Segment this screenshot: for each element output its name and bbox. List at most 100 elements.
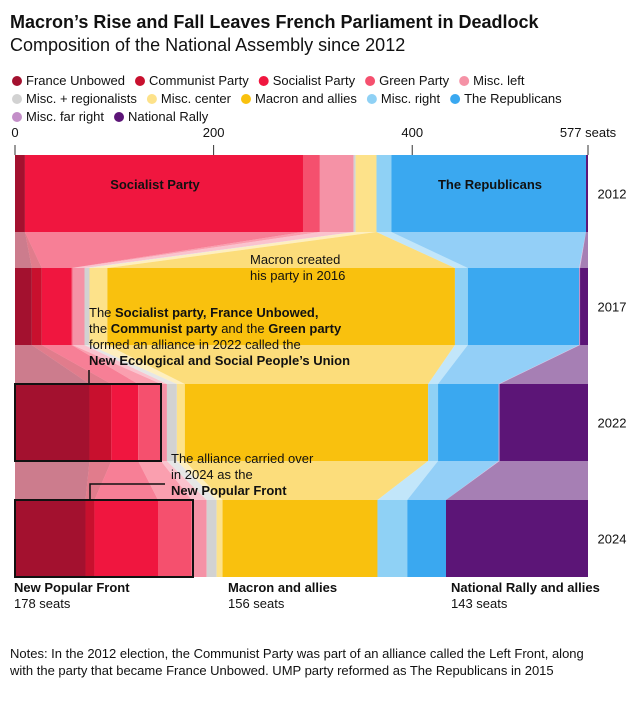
flow <box>84 232 356 268</box>
legend-swatch <box>114 112 125 122</box>
legend-label: France Unbowed <box>26 73 125 88</box>
flow <box>107 345 455 384</box>
bar-label: The Republicans <box>438 177 542 192</box>
bar-segment <box>160 384 167 461</box>
bar-segment <box>89 268 108 345</box>
annotation: New Ecological and Social People’s Union <box>89 353 350 368</box>
bar-segment <box>107 268 455 345</box>
flow <box>176 461 223 500</box>
flow <box>445 461 588 500</box>
flow <box>107 232 455 268</box>
bar-segment <box>176 384 185 461</box>
legend-swatch <box>240 94 251 104</box>
annotation: in 2024 as the <box>171 467 253 482</box>
group-label: National Rally and allies <box>451 580 600 595</box>
group-label: New Popular Front <box>14 580 130 595</box>
bar-segment <box>85 500 95 577</box>
flows <box>15 232 588 500</box>
legend-item: Misc. far right <box>12 109 104 124</box>
bar-segment <box>302 155 320 232</box>
bar-segment <box>72 268 85 345</box>
legend-swatch <box>459 76 470 86</box>
annotation: The alliance carried over <box>171 451 314 466</box>
legend-item: Misc. left <box>459 73 525 88</box>
bar-segment <box>15 155 25 232</box>
bar-segment <box>166 384 177 461</box>
x-tick-label: 200 <box>203 125 225 140</box>
footnote: Notes: In the 2012 election, the Communi… <box>10 646 584 661</box>
x-tick-label: 400 <box>401 125 423 140</box>
chart-title: Macron’s Rise and Fall Leaves French Par… <box>10 12 540 32</box>
bar-segment <box>376 155 392 232</box>
bar-segment <box>498 384 500 461</box>
annotation-part: Communist party <box>111 321 219 336</box>
bar-segment <box>158 500 192 577</box>
bar-segment <box>24 155 303 232</box>
bar-segment <box>467 268 580 345</box>
x-tick-label: 0 <box>11 125 18 140</box>
legend-label: Macron and allies <box>255 91 357 106</box>
group-label: 178 seats <box>14 596 71 611</box>
bar-segment <box>216 500 223 577</box>
footnote: with the party that became France Unbowe… <box>9 663 554 678</box>
legend-label: Misc. + regionalists <box>26 91 137 106</box>
bar-segment <box>499 384 588 461</box>
flow <box>15 461 90 500</box>
flow <box>184 461 429 500</box>
bar-segment <box>579 268 581 345</box>
legend-swatch <box>450 94 461 104</box>
bar-segment <box>15 384 90 461</box>
annotation-part: and the <box>218 321 269 336</box>
flow <box>94 461 159 500</box>
bar-segment <box>353 155 356 232</box>
flow <box>71 345 161 384</box>
bars: 2012 2017 2022 2024 <box>15 155 626 577</box>
flow <box>376 232 468 268</box>
flow <box>84 345 177 384</box>
annotation-part: The <box>89 305 115 320</box>
bar-segment <box>407 500 446 577</box>
legend-swatch <box>366 94 377 104</box>
bar-segment <box>138 384 161 461</box>
annotation-part: formed an alliance in 2022 called the <box>89 337 301 352</box>
legend-label: Misc. left <box>473 73 525 88</box>
highlight-box <box>14 383 162 462</box>
bar-segment <box>438 384 499 461</box>
legend-swatch <box>146 94 157 104</box>
bar-segment <box>191 500 207 577</box>
flow <box>391 232 587 268</box>
bar-segment <box>71 268 73 345</box>
legend-item: Communist Party <box>135 73 249 88</box>
bar-segment <box>428 384 439 461</box>
legend-item: Green Party <box>365 73 450 88</box>
flow <box>428 345 468 384</box>
legend-item: Misc. right <box>366 91 441 106</box>
legend-swatch <box>135 76 145 86</box>
legend-label: The Republicans <box>464 91 562 106</box>
legend-item: Misc. center <box>146 91 232 106</box>
annotation-part: New Ecological and Social People’s Union <box>89 353 350 368</box>
legend-label: Misc. center <box>161 91 232 106</box>
legend-item: Socialist Party <box>258 73 356 88</box>
year-label: 2024 <box>598 532 627 547</box>
flow <box>24 232 303 268</box>
flow <box>41 345 139 384</box>
legend-label: Misc. right <box>381 91 441 106</box>
year-label: 2017 <box>598 300 627 315</box>
flow <box>166 461 217 500</box>
annotation: New Popular Front <box>171 483 287 498</box>
highlight-box <box>14 499 194 578</box>
chart-subtitle: Composition of the National Assembly sin… <box>10 35 405 55</box>
group-label: Macron and allies <box>228 580 337 595</box>
annotation-part: Green party <box>268 321 342 336</box>
flow <box>579 232 587 268</box>
annotation: formed an alliance in 2022 called the <box>89 337 301 352</box>
flow <box>580 232 588 268</box>
annotation: The Socialist party, France Unbowed, <box>89 305 319 320</box>
bar-segment <box>111 384 139 461</box>
flow <box>15 345 90 384</box>
legend: France Unbowed Communist Party Socialist P… <box>12 73 562 124</box>
group-label: 143 seats <box>451 596 508 611</box>
bar-segment <box>31 268 42 345</box>
flow <box>72 345 167 384</box>
